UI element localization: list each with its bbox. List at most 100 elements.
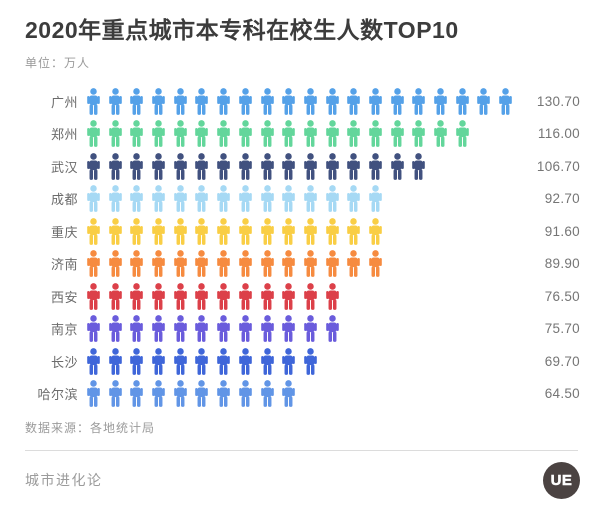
brand-logo: UE [543, 461, 580, 499]
person-icon [130, 120, 144, 147]
person-icon [239, 380, 252, 407]
person-icon [130, 87, 144, 115]
chart-row: 郑州 116.00 [25, 117, 580, 150]
person-icon [325, 87, 339, 115]
person-icon [87, 217, 100, 245]
person-icon [195, 347, 209, 375]
data-source-label: 数据来源：各地统计局 [25, 420, 156, 435]
person-icon [260, 282, 274, 310]
person-icon [173, 217, 187, 245]
person-icon [108, 87, 122, 115]
person-icon [239, 87, 252, 115]
chart-row: 济南 89.90 [25, 247, 580, 280]
person-icon [369, 250, 382, 277]
person-icon [152, 217, 165, 245]
person-icon [455, 87, 469, 115]
city-label: 广州 [50, 94, 78, 110]
person-icon [239, 185, 252, 212]
person-icon [282, 282, 295, 310]
person-icon [369, 217, 382, 245]
person-icon [282, 152, 295, 180]
person-icon [282, 250, 295, 277]
chart-row: 武汉 106.70 [25, 150, 580, 183]
value-label: 130.70 [536, 93, 580, 109]
person-icon [304, 282, 317, 310]
person-icon [130, 347, 144, 375]
city-label: 长沙 [50, 354, 78, 370]
city-label: 南京 [50, 322, 78, 337]
person-icon [87, 250, 100, 277]
divider-line [25, 449, 578, 451]
chart-row: 哈尔滨 64.50 [25, 377, 580, 410]
person-icon [304, 120, 317, 147]
chart-row: 重庆 91.60 [25, 215, 580, 248]
person-icon [108, 185, 122, 212]
icon-strip [85, 152, 432, 180]
person-icon [325, 217, 339, 245]
person-icon [325, 250, 339, 277]
brand-name: 城市进化论 [25, 472, 103, 489]
person-icon [347, 217, 361, 245]
person-icon [260, 250, 274, 277]
person-icon [152, 152, 165, 180]
person-icon [369, 87, 382, 115]
chart-row: 广州 130.70 [25, 85, 580, 118]
person-icon [173, 315, 187, 342]
person-icon [455, 120, 469, 147]
person-icon [152, 315, 165, 342]
person-icon [282, 185, 295, 212]
person-icon [173, 380, 187, 407]
person-icon [434, 87, 447, 115]
person-icon [239, 315, 252, 342]
person-icon [87, 185, 100, 212]
person-icon [173, 120, 187, 147]
value-label: 75.70 [544, 321, 580, 336]
person-icon [152, 87, 165, 115]
value-label: 106.70 [536, 158, 580, 174]
icon-strip [85, 217, 389, 245]
person-icon [152, 282, 165, 310]
person-icon [217, 120, 230, 147]
person-icon [325, 152, 339, 180]
person-icon [260, 120, 274, 147]
person-icon [369, 120, 382, 147]
city-label: 武汉 [50, 159, 78, 175]
person-icon [217, 315, 230, 342]
person-icon [347, 120, 361, 147]
person-icon [217, 152, 230, 180]
person-icon [477, 87, 491, 115]
city-label: 成都 [50, 192, 78, 207]
person-icon [412, 120, 426, 147]
person-icon [108, 347, 122, 375]
person-icon [217, 87, 230, 115]
person-icon [195, 217, 209, 245]
person-icon [217, 282, 230, 310]
person-icon [195, 250, 209, 277]
person-icon [152, 347, 165, 375]
person-icon [217, 347, 230, 375]
chart-row: 西安 76.50 [25, 280, 580, 313]
person-icon [304, 347, 317, 375]
person-icon [173, 282, 187, 310]
person-icon [239, 120, 252, 147]
unit-label: 单位：万人 [25, 55, 91, 70]
person-icon [130, 217, 144, 245]
person-icon [130, 152, 144, 180]
person-icon [304, 152, 317, 180]
value-label: 92.70 [544, 191, 580, 206]
icon-strip [85, 120, 475, 147]
person-icon [152, 380, 165, 407]
person-icon [304, 250, 317, 277]
city-label: 哈尔滨 [37, 387, 78, 402]
person-icon [130, 315, 144, 342]
person-icon [87, 120, 100, 147]
chart-row: 成都 92.70 [25, 182, 580, 215]
person-icon [108, 250, 122, 277]
person-icon [173, 185, 187, 212]
person-icon [130, 250, 144, 277]
chart-row: 南京 75.70 [25, 312, 580, 345]
person-icon [195, 152, 209, 180]
person-icon [260, 152, 274, 180]
person-icon [369, 185, 382, 212]
